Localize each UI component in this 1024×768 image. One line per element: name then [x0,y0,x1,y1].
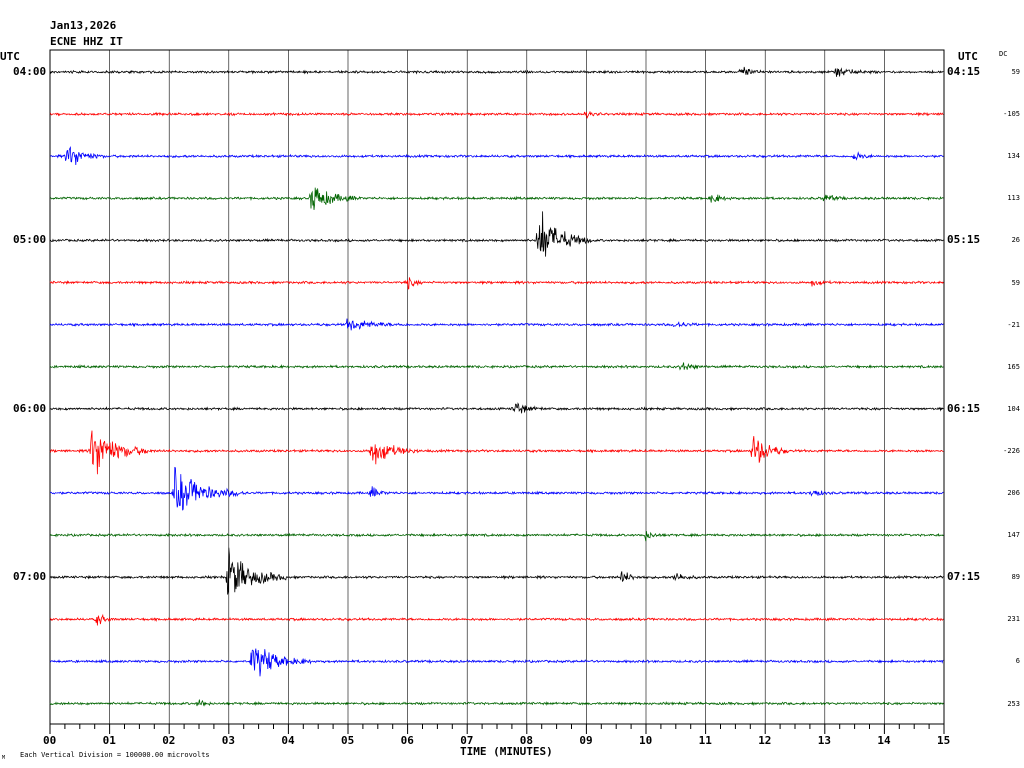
trace-row-15 [49,699,944,707]
trace-row-9 [49,430,944,475]
left-time-label: 06:00 [13,401,47,415]
trace-row-2 [49,146,944,166]
x-tick-label: 10 [639,734,653,747]
trace-row-6 [49,318,944,331]
dc-value: 59 [1011,278,1020,287]
dc-value: -226 [1003,446,1020,455]
minute-gridlines [109,50,885,724]
x-axis-ticks [49,724,945,734]
trace-row-7 [49,362,944,371]
dc-value: 165 [1007,362,1020,371]
left-time-label: 07:00 [13,570,47,584]
left-time-label: 04:00 [13,65,47,78]
x-tick-label: 11 [698,734,712,747]
dc-value: 147 [1007,531,1020,540]
right-time-label: 04:15 [947,65,981,78]
dc-value: 89 [1011,573,1020,582]
trace-row-10 [49,466,944,511]
trace-row-5 [49,277,944,290]
dc-value: 134 [1007,152,1020,161]
trace-row-13 [49,613,944,626]
utc-left-label: UTC [0,50,20,63]
footer-mark: M [2,755,6,761]
trace-row-3 [49,187,944,210]
x-tick-label: 07 [460,734,474,747]
date-label: Jan13,2026 [50,19,117,32]
dc-value: -105 [1003,110,1020,119]
dc-label: DC [999,50,1008,58]
utc-right-label: UTC [958,50,978,63]
dc-value: 6 [1015,657,1020,666]
trace-row-0 [49,66,944,77]
x-tick-label: 06 [400,734,414,747]
trace-row-11 [49,530,944,542]
scale-note: Each Vertical Division = 100000.00 micro… [20,751,210,759]
trace-row-12 [49,547,944,595]
dc-value: 26 [1011,236,1020,245]
dc-value: 231 [1007,615,1020,624]
plot-frame [49,49,945,725]
trace-row-14 [49,648,944,677]
x-tick-label: 02 [162,734,176,747]
right-time-label: 05:15 [947,233,981,247]
right-time-label: 07:15 [947,570,981,584]
x-tick-label: 04 [281,734,295,747]
dc-value: 253 [1007,699,1020,708]
x-tick-label: 09 [579,734,593,747]
dc-value: 206 [1007,489,1020,497]
x-tick-label: 14 [877,734,891,747]
dc-value: -21 [1007,320,1020,329]
dc-value: 59 [1011,68,1020,76]
x-tick-label: 12 [758,734,772,747]
x-tick-label: 05 [341,734,355,747]
x-tick-label: 03 [221,734,236,747]
x-tick-label: 01 [102,734,116,747]
x-axis-title: TIME (MINUTES) [460,745,553,758]
dc-value: 113 [1007,194,1020,203]
x-tick-label: 13 [817,734,832,747]
left-time-label: 05:00 [13,233,47,247]
trace-row-1 [49,111,944,119]
x-tick-label: 00 [43,734,57,747]
station-label: ECNE HHZ IT [50,35,123,48]
x-tick-label: 08 [519,734,534,747]
dc-value: 104 [1007,404,1020,413]
seismic-traces [49,66,944,707]
right-time-label: 06:15 [947,401,981,415]
x-tick-label: 15 [937,734,951,747]
trace-row-4 [49,211,944,257]
trace-row-8 [49,402,944,414]
